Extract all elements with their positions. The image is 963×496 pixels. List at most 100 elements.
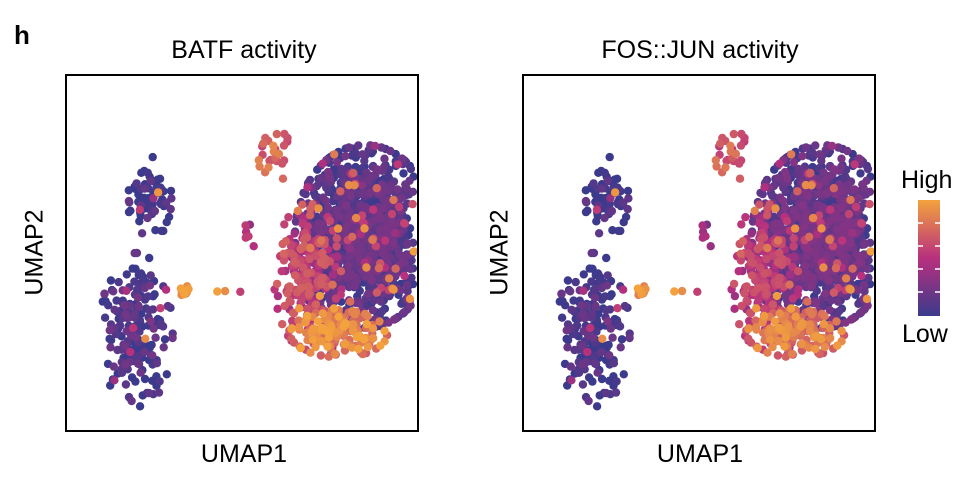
scatter-point [789,158,799,167]
scatter-point [384,318,393,327]
scatter-point [701,232,710,241]
scatter-point [837,154,846,163]
scatter-point [311,191,320,201]
scatter-point [785,280,794,289]
scatter-point [403,240,412,249]
scatter-point [106,336,116,345]
scatter-point [368,305,377,315]
scatter-point [397,154,407,163]
scatter-point [594,309,603,318]
scatter-point [140,184,149,193]
scatter-point [773,236,783,245]
scatter-point [782,216,792,226]
scatter-point [750,206,759,216]
scatter-point [318,248,327,258]
panel-label: h [14,20,30,50]
scatter-point [738,237,748,246]
scatter-point [791,312,800,321]
scatter-point [280,220,289,229]
scatter-point [836,249,845,258]
scatter-point [360,224,369,233]
scatter-point [308,335,318,344]
scatter-point [790,252,799,261]
scatter-point [313,317,323,326]
scatter-point [136,269,146,278]
scatter-point [150,206,160,216]
scatter-point [760,311,769,321]
scatter-point [854,154,864,163]
scatter-point [606,194,615,203]
scatter-point [828,242,838,251]
scatter-point [387,209,397,219]
scatter-point [571,277,580,287]
scatter-point [328,270,338,279]
scatter-point [376,341,385,350]
scatter-point [759,233,769,242]
scatter-point [401,180,410,189]
scatter-point [407,273,416,282]
legend-low-label: Low [902,320,948,348]
scatter-point [132,179,141,188]
scatter-point [774,336,783,346]
scatter-point [220,286,230,296]
scatter-point [758,318,767,327]
scatter-point [846,238,855,248]
scatter-point [325,216,335,226]
x-axis-label-batf: UMAP1 [200,440,288,468]
scatter-point [760,304,769,313]
scatter-point [348,232,357,241]
scatter-point [332,234,341,243]
scatter-point [137,309,146,318]
scatter-point [790,224,800,233]
scatter-point [354,141,363,150]
scatter-point [765,200,774,209]
scatter-point [780,167,790,177]
scatter-point [100,313,110,322]
scatter-point [383,172,393,181]
scatter-point [301,318,310,327]
scatter-point [145,306,154,315]
scatter-point [100,289,109,298]
scatter-point [303,183,312,192]
scatter-point [324,291,333,300]
scatter-point [258,139,268,148]
scatter-point [347,343,357,352]
scatter-point [781,352,790,361]
scatter-point [140,374,150,384]
scatter-point [833,297,843,306]
scatter-point [801,143,811,152]
scatter-point [355,299,364,308]
scatter-point [130,248,139,258]
scatter-point [371,242,381,251]
scatter-point [566,362,575,371]
scatter-point [603,176,612,185]
scatter-point [608,226,617,235]
scatter-point [677,286,687,296]
scatter-point [290,229,299,238]
scatter-point [581,186,590,195]
scatter-point [772,291,782,301]
scatter-point [588,333,598,342]
scatter-point [109,362,119,371]
scatter-point [391,228,400,238]
scatter-point [318,159,327,168]
scatter-point [373,165,382,174]
scatter-point [737,301,746,311]
scatter-point [742,282,751,291]
scatter-point [854,252,864,261]
scatter-point [594,229,604,238]
scatter-point [236,287,245,296]
scatter-point [843,146,852,156]
scatter-point [792,212,801,221]
scatter-point [785,270,795,279]
scatter-point [803,191,813,200]
scatter-point [324,352,333,361]
scatter-point [104,301,113,310]
scatter-point [577,301,586,310]
scatter-point [587,277,596,286]
scatter-point [851,202,861,212]
scatter-point [775,309,784,318]
scatter-point [296,343,305,353]
scatter-point [279,141,289,150]
scatter-point [153,188,163,197]
